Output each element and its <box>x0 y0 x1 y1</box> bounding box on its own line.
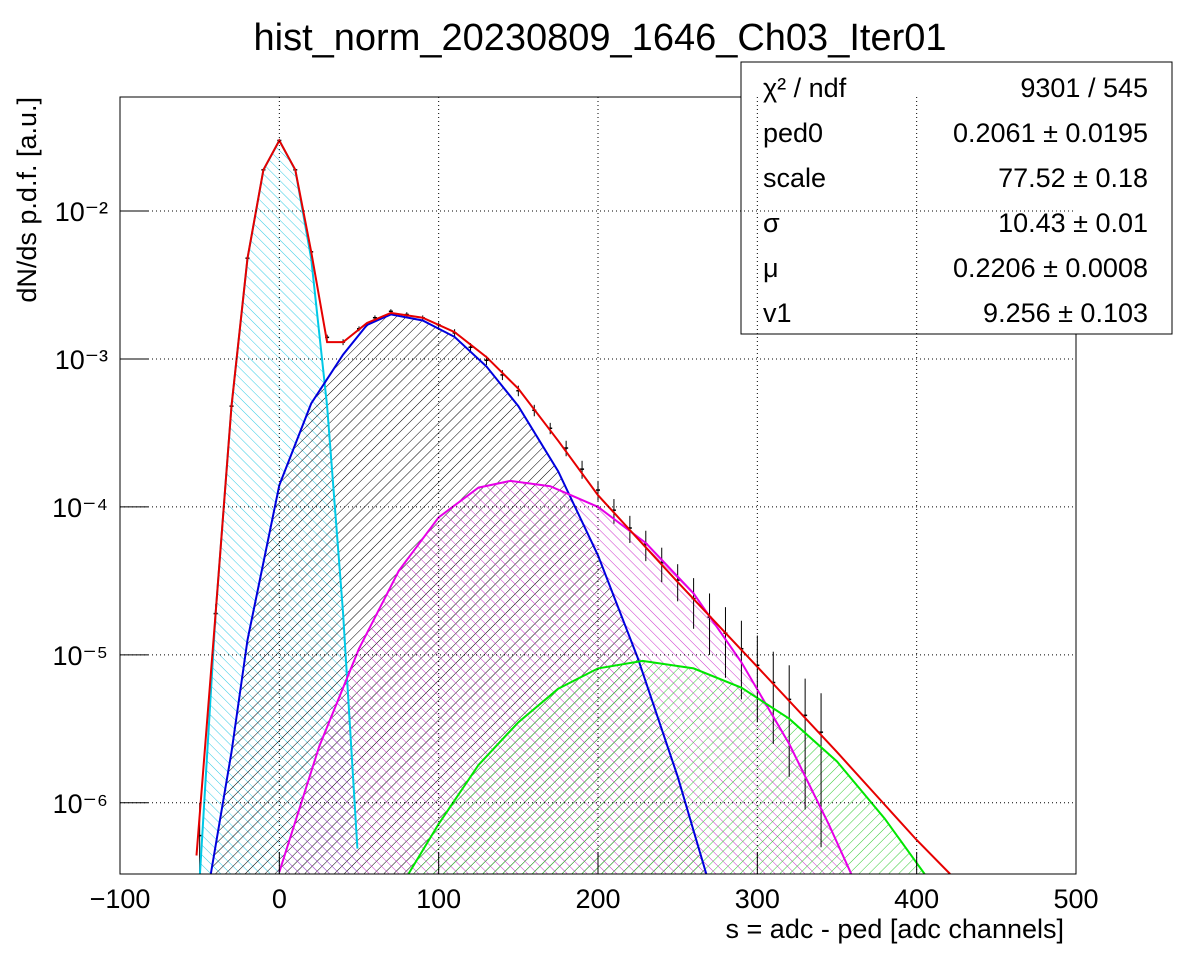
x-tick-label: 0 <box>272 884 287 914</box>
stats-box: χ² / ndf 9301 / 545 ped0 0.2061 ± 0.0195 sca… <box>740 61 1173 335</box>
stats-value: 9301 / 545 <box>1020 73 1148 103</box>
x-tick-label: 300 <box>735 884 780 914</box>
plot-area <box>195 138 951 874</box>
stats-value: 77.52 ± 0.18 <box>998 163 1148 193</box>
fit-curve <box>278 479 853 874</box>
stats-label: v1 <box>763 298 792 328</box>
x-tick-label: −100 <box>90 884 151 914</box>
x-tick-label: 500 <box>1053 884 1098 914</box>
stats-label: ped0 <box>763 118 823 148</box>
stats-label: scale <box>763 163 826 193</box>
stats-value: 10.43 ± 0.01 <box>998 208 1148 238</box>
stats-label: χ² / ndf <box>763 73 847 103</box>
y-axis-label: dN/ds p.d.f. [a.u.] <box>12 97 42 303</box>
stats-frame <box>740 61 1173 335</box>
stats-label: μ <box>763 253 779 283</box>
x-tick-label: 200 <box>575 884 620 914</box>
x-tick-label: 400 <box>894 884 939 914</box>
y-tick-label: 10⁻⁶ <box>53 789 108 819</box>
fit-curve <box>195 138 951 874</box>
curve-fill <box>408 660 925 874</box>
y-tick-label: 10⁻³ <box>55 345 108 375</box>
stats-value: 0.2061 ± 0.0195 <box>953 118 1148 148</box>
stats-value: 9.256 ± 0.103 <box>983 298 1148 328</box>
y-tick-label: 10⁻² <box>55 197 108 227</box>
y-tick-label: 10⁻⁴ <box>52 493 108 523</box>
x-tick-label: 100 <box>416 884 461 914</box>
chart-title: hist_norm_20230809_1646_Ch03_Iter01 <box>254 17 947 59</box>
x-axis-label: s = adc - ped [adc channels] <box>726 914 1064 944</box>
stats-value: 0.2206 ± 0.0008 <box>953 253 1148 283</box>
y-tick-label: 10⁻⁵ <box>53 641 108 671</box>
fit-curve <box>407 659 926 874</box>
stats-label: σ <box>763 208 780 238</box>
fit-curve <box>209 313 708 874</box>
